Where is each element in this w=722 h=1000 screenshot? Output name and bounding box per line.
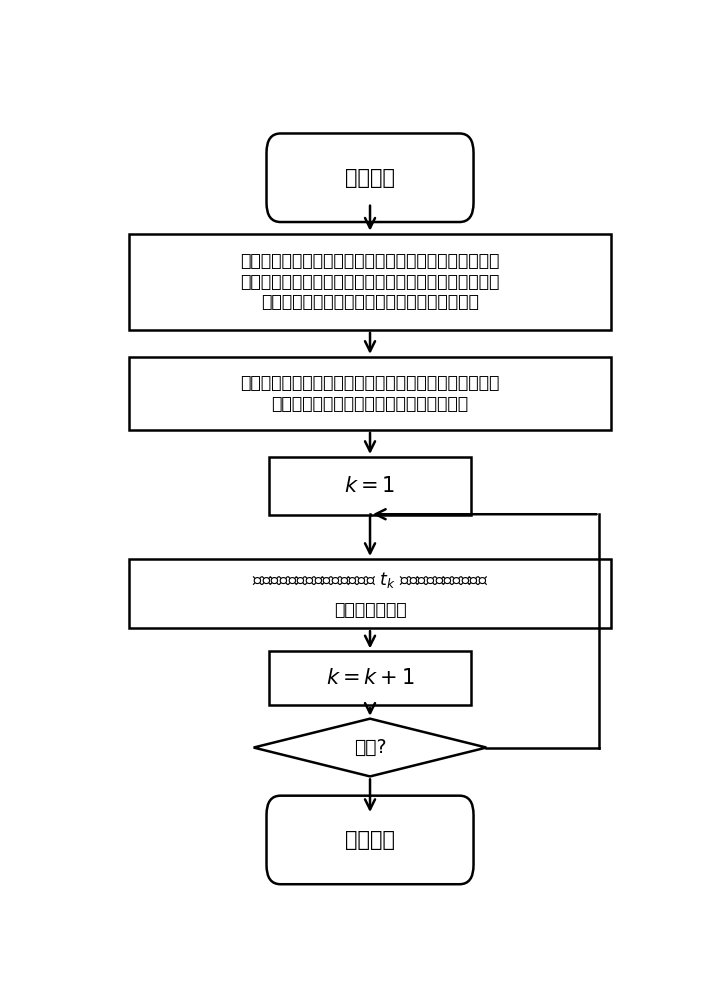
Text: 结束?: 结束?: [354, 738, 386, 757]
FancyBboxPatch shape: [266, 796, 474, 884]
Text: 将主、子节点的加速度计测量值之差和陀螺仪测量值之差
作为量测，建立系统的非线性系统量测方程: 将主、子节点的加速度计测量值之差和陀螺仪测量值之差 作为量测，建立系统的非线性系…: [240, 374, 500, 413]
Bar: [129, 559, 611, 628]
Text: 建立包括安装误差角、挠曲变形、挠曲变形一阶导、挠曲
变形角、挠曲变形角一阶导、加速度计常值和随机偏置以
及陀螺仪常值和随机漂移的非线性系统状态方程: 建立包括安装误差角、挠曲变形、挠曲变形一阶导、挠曲 变形角、挠曲变形角一阶导、加…: [240, 252, 500, 311]
FancyBboxPatch shape: [266, 133, 474, 222]
Polygon shape: [253, 719, 487, 776]
Text: 计算结束: 计算结束: [345, 830, 395, 850]
Bar: [129, 357, 611, 430]
Bar: [269, 457, 471, 515]
Bar: [129, 234, 611, 330]
Text: 形和挠曲变形角: 形和挠曲变形角: [334, 601, 406, 619]
Text: $k=k+1$: $k=k+1$: [326, 668, 414, 688]
Text: 利用中心插值卡尔曼滤波估计出 $t_k$ 时刻子节点处的挠曲变: 利用中心插值卡尔曼滤波估计出 $t_k$ 时刻子节点处的挠曲变: [252, 570, 488, 590]
Text: $k=1$: $k=1$: [344, 476, 396, 496]
Text: 计算准备: 计算准备: [345, 168, 395, 188]
Bar: [269, 651, 471, 705]
